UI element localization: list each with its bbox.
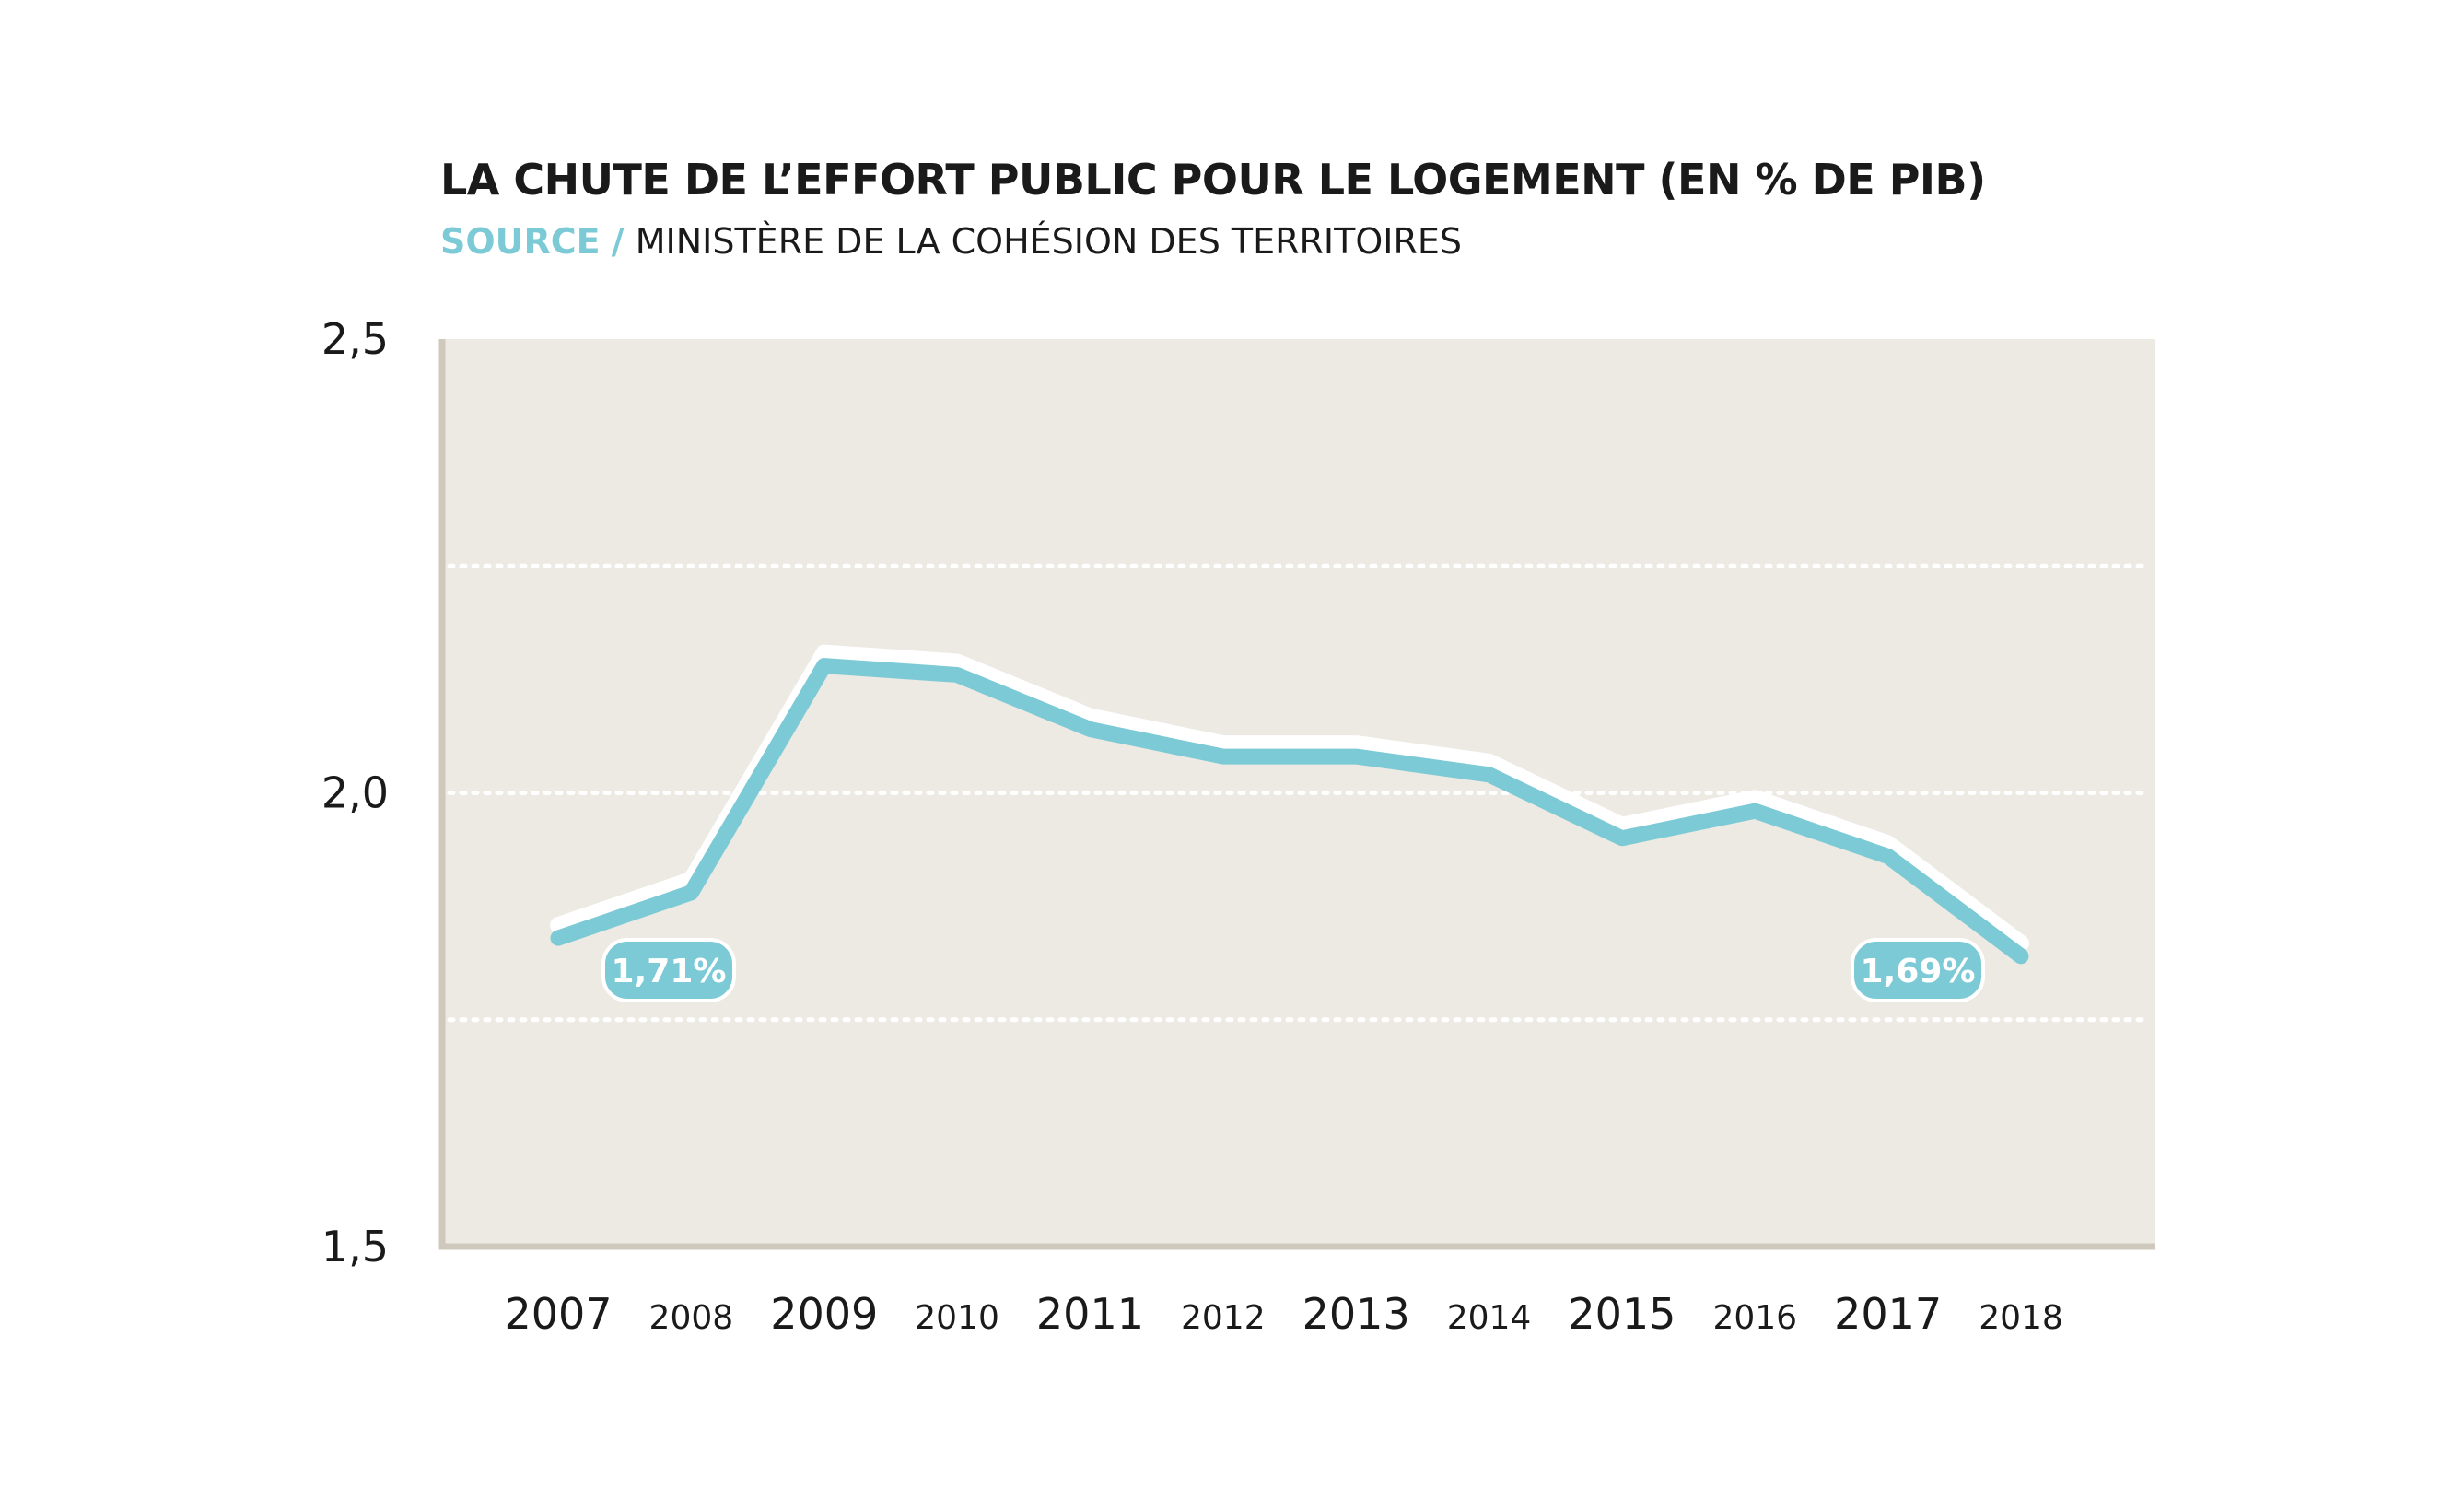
data-point-2018 — [2020, 955, 2022, 957]
data-label-2018: 1,69% — [1851, 938, 1985, 1002]
data-label-text: 1,69% — [1861, 953, 1976, 990]
chart-title: LA CHUTE DE L’EFFORT PUBLIC POUR LE LOGE… — [440, 155, 1986, 205]
grid-layer — [447, 563, 2149, 1023]
data-label-pill — [1851, 938, 1985, 1002]
data-point-2012 — [1221, 756, 1224, 758]
data-point-2015 — [1620, 837, 1623, 839]
x-tick-label: 2010 — [915, 1299, 999, 1337]
source-separator: / — [611, 221, 625, 262]
source-text: MINISTÈRE DE LA COHÉSION DES TERRITOIRES — [635, 221, 1462, 262]
y-tick-labels: 2,5 2,0 1,5 — [321, 314, 389, 1271]
x-tick-labels: 2007 2008 2009 2010 2011 2012 2013 2014 2015 2016… — [504, 1289, 2062, 1339]
data-point-2013 — [1355, 756, 1358, 758]
x-tick-label: 2013 — [1302, 1289, 1410, 1339]
data-labels: 1,71% 1,69% — [601, 938, 1985, 1002]
data-point-2017 — [1886, 855, 1889, 858]
data-point-2010 — [956, 674, 959, 676]
data-point-2014 — [1488, 773, 1490, 776]
source-label: SOURCE — [440, 221, 601, 262]
data-label-text: 1,71% — [612, 953, 727, 990]
y-tick-label: 1,5 — [321, 1222, 389, 1271]
y-tick-label: 2,5 — [321, 314, 389, 364]
data-point-2011 — [1089, 728, 1092, 731]
x-tick-label: 2011 — [1036, 1289, 1144, 1339]
data-point-2009 — [823, 664, 825, 667]
series-layer — [550, 644, 2029, 965]
data-label-pill — [601, 938, 736, 1002]
x-tick-label: 2009 — [770, 1289, 878, 1339]
x-tick-label: 2016 — [1712, 1299, 1797, 1337]
x-tick-label: 2012 — [1181, 1299, 1266, 1337]
x-tick-label: 2018 — [1979, 1299, 2063, 1337]
x-tick-label: 2007 — [504, 1289, 612, 1339]
data-point-2007 — [557, 937, 559, 940]
axis-layer — [438, 339, 2155, 1250]
x-tick-label: 2008 — [649, 1299, 734, 1337]
data-point-2016 — [1754, 810, 1757, 813]
data-label-2007: 1,71% — [601, 938, 736, 1002]
x-tick-label: 2014 — [1447, 1299, 1532, 1337]
y-tick-label: 2,0 — [321, 768, 389, 818]
x-tick-label: 2015 — [1568, 1289, 1676, 1339]
chart-subtitle: SOURCE / MINISTÈRE DE LA COHÉSION DES TE… — [440, 221, 1462, 262]
x-tick-label: 2017 — [1834, 1289, 1942, 1339]
data-point-2008 — [690, 891, 693, 894]
series-line — [550, 658, 2029, 965]
